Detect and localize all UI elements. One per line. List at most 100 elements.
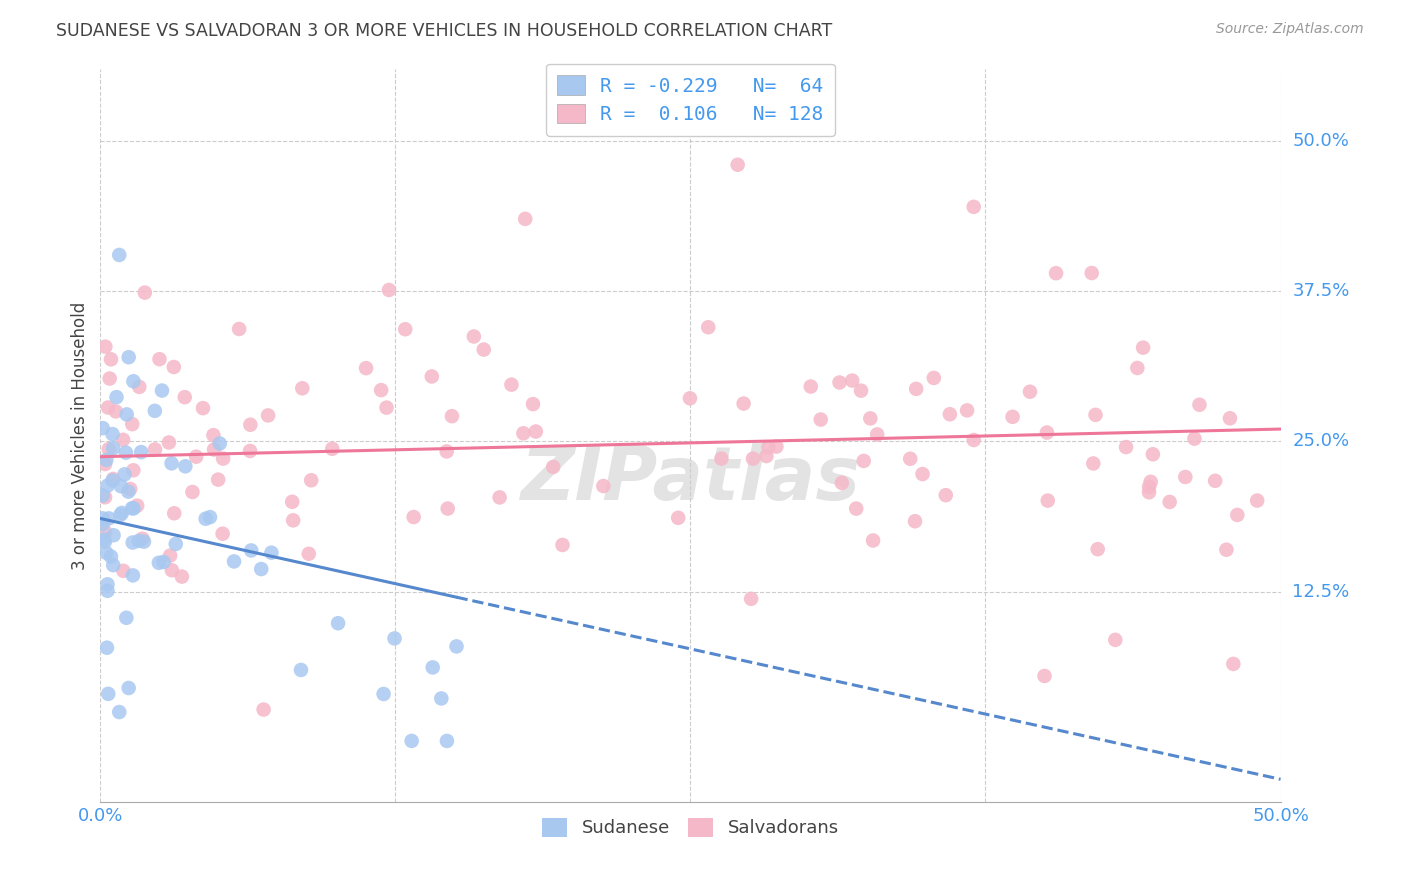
Point: [118, 350, 141, 364]
Point: [733, 396, 755, 410]
Point: [186, 450, 208, 464]
Point: [290, 663, 312, 677]
Point: [253, 702, 276, 716]
Text: 37.5%: 37.5%: [1292, 282, 1350, 300]
Point: [866, 427, 889, 442]
Point: [326, 616, 349, 631]
Point: [101, 472, 124, 486]
Point: [852, 454, 875, 468]
Point: [207, 473, 229, 487]
Point: [904, 514, 927, 528]
Point: [1083, 457, 1105, 471]
Point: [1019, 384, 1042, 399]
Legend: Sudanese, Salvadorans: Sudanese, Salvadorans: [534, 811, 846, 845]
Point: [120, 482, 142, 496]
Point: [283, 513, 305, 527]
Point: [291, 381, 314, 395]
Point: [104, 404, 127, 418]
Point: [1222, 657, 1244, 671]
Point: [160, 563, 183, 577]
Point: [394, 322, 416, 336]
Point: [939, 407, 962, 421]
Point: [831, 475, 853, 490]
Point: [956, 403, 979, 417]
Point: [152, 555, 174, 569]
Point: [114, 467, 136, 482]
Point: [198, 510, 221, 524]
Point: [378, 283, 401, 297]
Point: [97, 442, 120, 456]
Point: [1115, 440, 1137, 454]
Point: [163, 359, 186, 374]
Point: [1132, 341, 1154, 355]
Point: [131, 532, 153, 546]
Point: [488, 491, 510, 505]
Point: [191, 401, 214, 416]
Point: [810, 412, 832, 426]
Point: [845, 501, 868, 516]
Text: 50.0%: 50.0%: [1292, 132, 1350, 150]
Point: [128, 380, 150, 394]
Point: [96, 453, 118, 467]
Text: 12.5%: 12.5%: [1292, 582, 1350, 601]
Point: [446, 640, 468, 654]
Point: [1126, 361, 1149, 376]
Point: [1204, 474, 1226, 488]
Point: [905, 382, 928, 396]
Point: [105, 390, 128, 404]
Point: [103, 558, 125, 573]
Point: [150, 384, 173, 398]
Point: [1246, 493, 1268, 508]
Point: [118, 681, 141, 695]
Point: [740, 591, 762, 606]
Point: [436, 734, 458, 748]
Point: [122, 501, 145, 516]
Point: [121, 535, 143, 549]
Point: [384, 632, 406, 646]
Point: [354, 361, 377, 376]
Point: [143, 442, 166, 457]
Point: [370, 383, 392, 397]
Point: [524, 425, 547, 439]
Point: [321, 442, 343, 456]
Point: [132, 534, 155, 549]
Point: [115, 611, 138, 625]
Point: [765, 440, 787, 454]
Point: [96, 577, 118, 591]
Point: [1080, 266, 1102, 280]
Point: [100, 549, 122, 564]
Point: [1084, 408, 1107, 422]
Point: [1184, 432, 1206, 446]
Point: [1104, 632, 1126, 647]
Point: [96, 583, 118, 598]
Point: [98, 371, 121, 385]
Point: [122, 374, 145, 388]
Point: [1226, 508, 1249, 522]
Point: [222, 554, 245, 568]
Point: [163, 506, 186, 520]
Point: [91, 517, 114, 532]
Point: [697, 320, 720, 334]
Point: [727, 158, 749, 172]
Point: [117, 484, 139, 499]
Point: [911, 467, 934, 481]
Point: [165, 537, 187, 551]
Point: [128, 533, 150, 548]
Point: [1159, 495, 1181, 509]
Point: [208, 436, 231, 450]
Text: Source: ZipAtlas.com: Source: ZipAtlas.com: [1216, 22, 1364, 37]
Point: [94, 534, 117, 549]
Point: [1036, 493, 1059, 508]
Point: [512, 426, 534, 441]
Point: [401, 734, 423, 748]
Point: [541, 459, 564, 474]
Point: [1174, 470, 1197, 484]
Y-axis label: 3 or more Vehicles in Household: 3 or more Vehicles in Household: [72, 301, 89, 569]
Point: [862, 533, 884, 548]
Point: [111, 506, 134, 520]
Text: 25.0%: 25.0%: [1292, 433, 1350, 450]
Point: [157, 435, 180, 450]
Point: [373, 687, 395, 701]
Point: [849, 384, 872, 398]
Point: [159, 549, 181, 563]
